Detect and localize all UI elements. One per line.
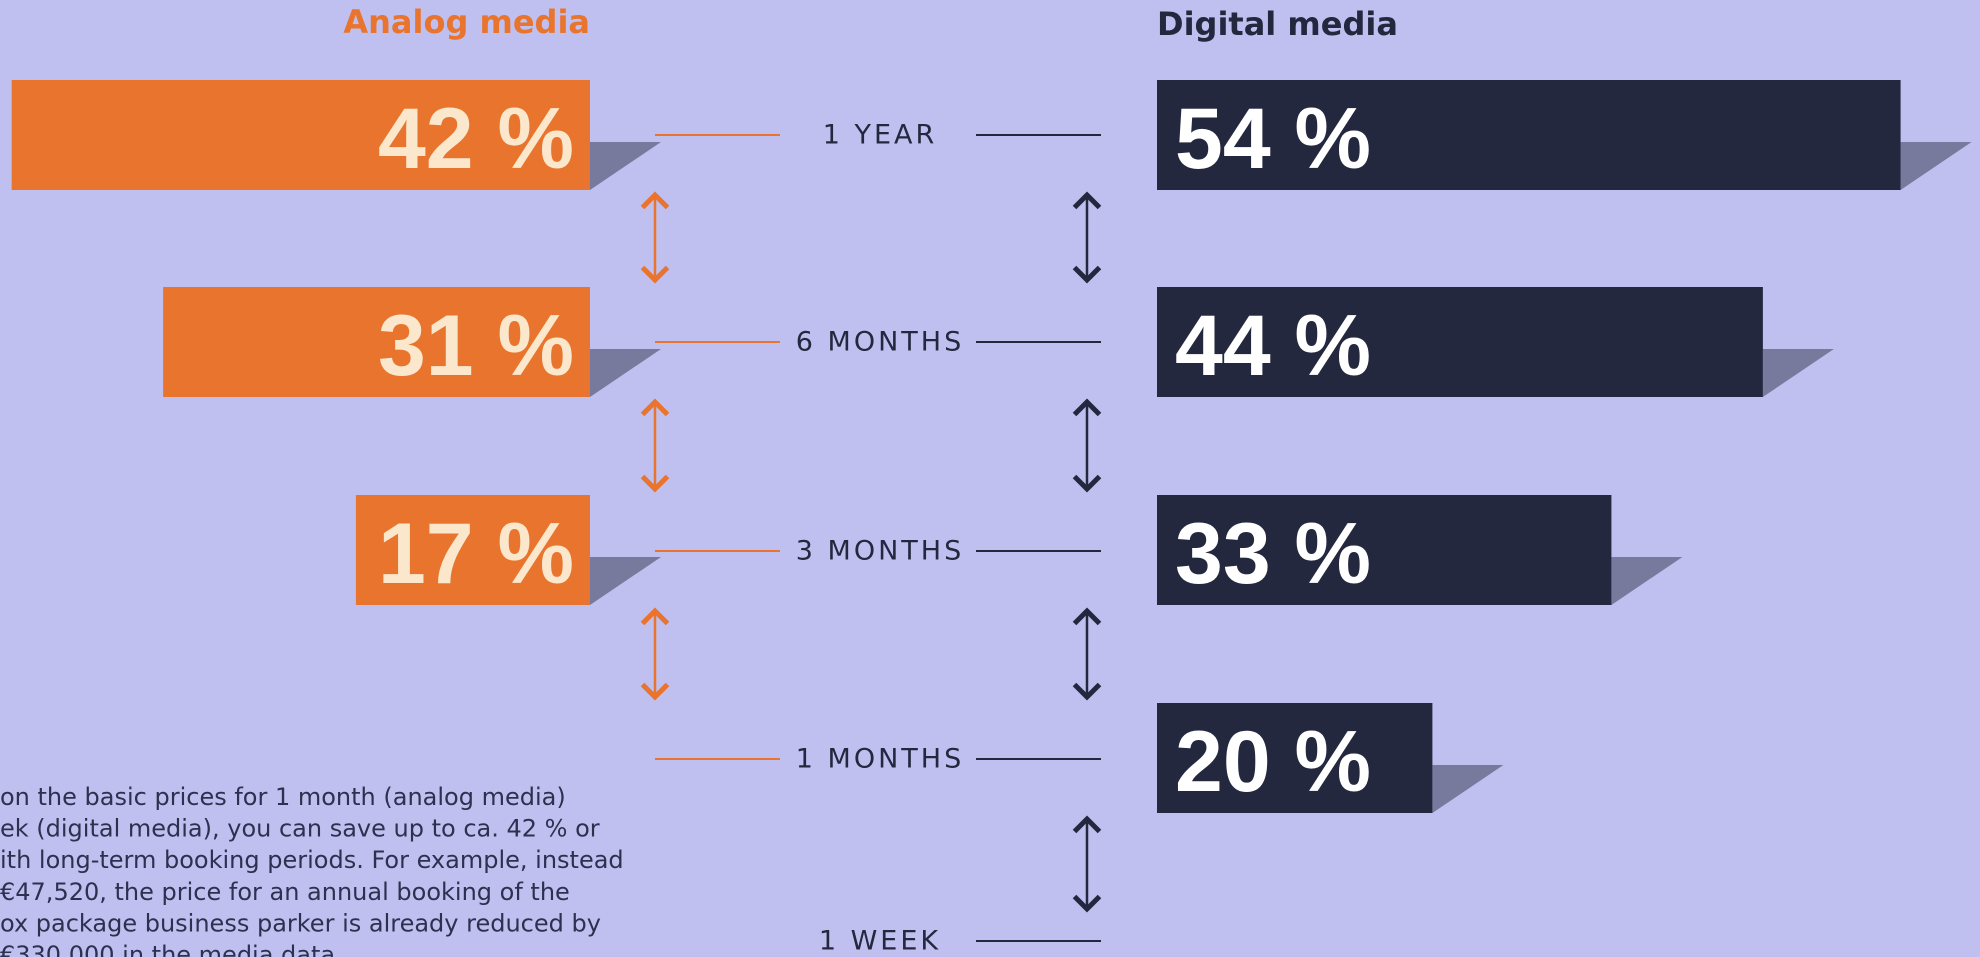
analog-title: Analog media — [343, 3, 590, 41]
period-label: 1 MONTHS — [796, 744, 964, 775]
bar-label: 44 % — [1175, 298, 1371, 394]
period-label: 1 YEAR — [823, 120, 938, 151]
note-line: ith long-term booking periods. For examp… — [0, 846, 624, 874]
note-line: €330,000 in the media data — [0, 941, 335, 957]
bar-shadow — [1762, 349, 1834, 397]
bar — [1157, 80, 1901, 190]
bar — [11, 80, 591, 190]
note-line: ox package business parker is already re… — [0, 909, 601, 937]
bar — [1157, 495, 1612, 605]
bar-shadow — [1611, 557, 1683, 605]
bar-label: 17 % — [378, 506, 574, 602]
bar-shadow — [1900, 142, 1972, 190]
bar-label: 33 % — [1175, 506, 1371, 602]
period-label: 3 MONTHS — [796, 536, 964, 567]
bar-shadow — [590, 142, 661, 190]
bar — [1157, 703, 1433, 813]
note-line: on the basic prices for 1 month (analog … — [0, 783, 566, 811]
note-line: €47,520, the price for an annual booking… — [0, 878, 570, 906]
period-label: 1 WEEK — [819, 926, 941, 957]
bar — [163, 287, 590, 397]
bar — [355, 495, 590, 605]
period-label: 6 MONTHS — [796, 327, 964, 358]
bar-shadow — [590, 557, 661, 605]
bar-label: 42 % — [378, 91, 574, 187]
bar-shadow — [1432, 765, 1504, 813]
bar-label: 20 % — [1175, 714, 1371, 810]
digital-title: Digital media — [1157, 5, 1398, 43]
bar-label: 54 % — [1175, 91, 1371, 187]
bar — [1157, 287, 1763, 397]
note-line: ek (digital media), you can save up to c… — [0, 815, 600, 843]
bar-shadow — [590, 349, 661, 397]
bar-label: 31 % — [378, 298, 574, 394]
